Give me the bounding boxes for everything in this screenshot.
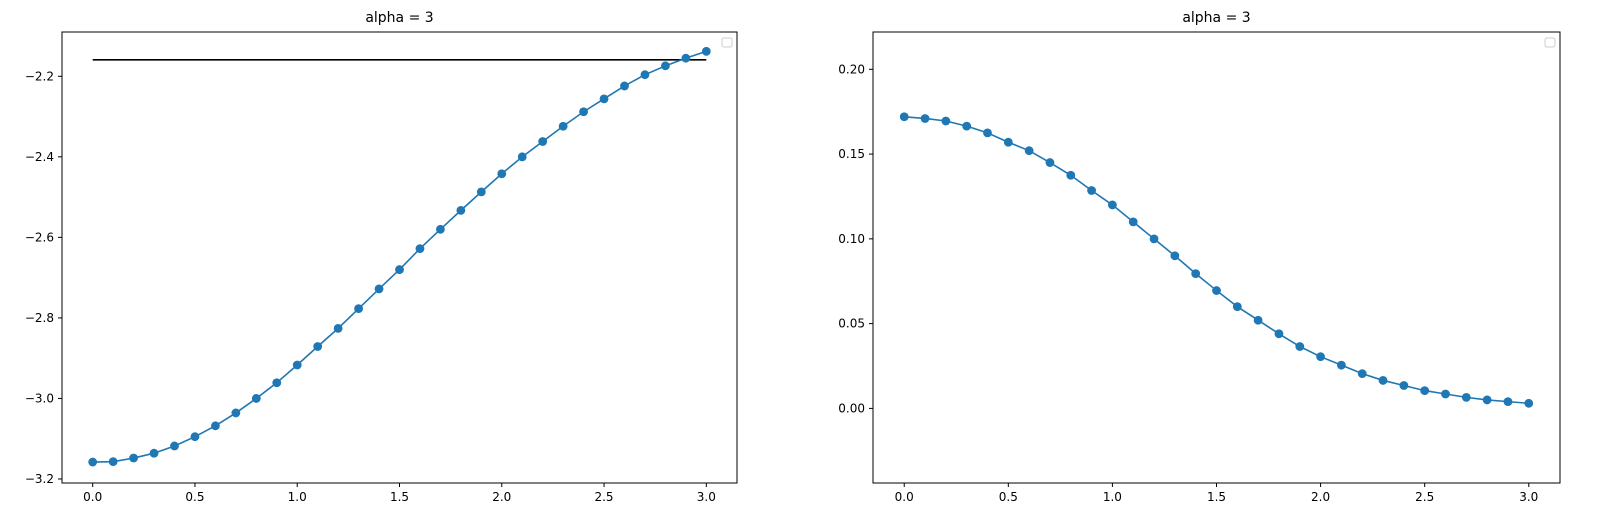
data-point: [395, 265, 404, 274]
x-tick-label: 2.0: [492, 490, 511, 504]
data-point: [333, 323, 343, 333]
data-point: [538, 137, 548, 146]
data-point: [941, 116, 951, 126]
y-tick-label: −2.6: [25, 230, 54, 244]
legend-box: [721, 37, 733, 48]
y-tick-label: −2.8: [25, 311, 54, 325]
data-point: [251, 394, 261, 403]
data-point: [211, 421, 220, 431]
chart-title: alpha = 3: [365, 10, 433, 26]
data-point: [1357, 369, 1367, 379]
data-point: [1191, 269, 1201, 279]
data-point: [661, 61, 670, 71]
data-point: [899, 112, 909, 122]
data-point: [170, 441, 179, 451]
data-point: [1337, 360, 1346, 370]
data-point: [354, 304, 363, 314]
data-point: [292, 360, 302, 370]
chart-title: alpha = 3: [1182, 10, 1250, 26]
data-point: [1253, 315, 1263, 325]
data-point: [231, 408, 241, 418]
data-point: [599, 94, 609, 104]
data-point: [1461, 392, 1471, 402]
data-point: [1170, 251, 1180, 261]
data-point: [1399, 381, 1409, 390]
data-point: [497, 169, 507, 179]
plot-frame: [61, 31, 738, 484]
y-tick-label: 0.05: [838, 317, 865, 331]
legend-box: [1544, 37, 1556, 48]
x-tick-label: 2.5: [1415, 490, 1434, 504]
data-point: [1149, 234, 1159, 244]
data-point: [190, 432, 200, 442]
y-tick-label: 0.00: [838, 401, 865, 415]
data-point: [1003, 137, 1013, 147]
data-point: [1503, 397, 1513, 407]
data-point: [1524, 398, 1534, 408]
y-tick-label: −2.2: [25, 69, 54, 83]
series-line: [92, 50, 707, 463]
x-tick-label: 1.5: [390, 490, 409, 504]
data-point: [149, 448, 159, 458]
data-point: [415, 244, 425, 254]
x-tick-label: 1.0: [288, 490, 307, 504]
data-point: [1066, 170, 1076, 180]
chart-left: alpha = 3 0.0 0.5 1.0 1.5 2.0 2.5 3.0 −3.2 −3.0 −…: [25, 10, 738, 504]
data-point: [558, 121, 568, 131]
x-tick-label: 1.0: [1103, 490, 1122, 504]
data-point: [88, 457, 98, 467]
data-point: [983, 128, 992, 138]
data-point: [579, 107, 588, 117]
data-point: [272, 378, 282, 388]
data-point: [1045, 158, 1055, 167]
data-point: [1378, 376, 1388, 385]
data-point: [1128, 217, 1138, 227]
data-point: [1295, 342, 1305, 351]
data-point: [1274, 329, 1284, 339]
data-point: [701, 46, 711, 56]
data-point: [640, 70, 650, 80]
plot-frame: [872, 31, 1561, 484]
data-point: [108, 457, 118, 467]
x-tick-label: 2.0: [1311, 490, 1330, 504]
data-point: [1232, 302, 1242, 312]
data-point: [920, 114, 930, 123]
data-point: [456, 205, 466, 215]
data-point: [129, 453, 138, 463]
data-point: [1316, 352, 1325, 362]
y-tick-label: 0.10: [838, 232, 865, 246]
x-tick-label: 3.0: [697, 490, 716, 504]
data-point: [313, 342, 323, 351]
data-point: [374, 284, 384, 294]
data-point: [476, 187, 486, 197]
data-point: [1108, 200, 1117, 210]
chart-right: alpha = 3 0.0 0.5 1.0 1.5 2.0 2.5 3.0 0.00 0.05 0…: [838, 10, 1561, 504]
y-tick-label: −3.0: [25, 391, 54, 405]
series-line: [904, 115, 1529, 405]
data-point: [1212, 286, 1221, 295]
y-tick-label: 0.15: [838, 147, 865, 161]
data-point: [1087, 186, 1096, 195]
y-tick-label: −3.2: [25, 472, 54, 486]
data-point: [1482, 395, 1492, 405]
data-point: [517, 152, 527, 162]
data-point: [620, 81, 629, 91]
data-point: [681, 53, 691, 63]
x-tick-label: 2.5: [594, 490, 613, 504]
x-tick-label: 0.5: [999, 490, 1018, 504]
x-tick-label: 0.0: [83, 490, 102, 504]
data-point: [1441, 389, 1450, 399]
x-tick-label: 1.5: [1207, 490, 1226, 504]
y-tick-label: 0.20: [838, 62, 865, 76]
data-point: [962, 121, 972, 131]
x-tick-label: 3.0: [1519, 490, 1538, 504]
data-point: [1420, 386, 1430, 395]
y-tick-label: −2.4: [25, 150, 54, 164]
x-tick-label: 0.5: [185, 490, 204, 504]
data-point: [436, 224, 445, 234]
data-point: [1024, 146, 1034, 156]
x-tick-label: 0.0: [895, 490, 914, 504]
